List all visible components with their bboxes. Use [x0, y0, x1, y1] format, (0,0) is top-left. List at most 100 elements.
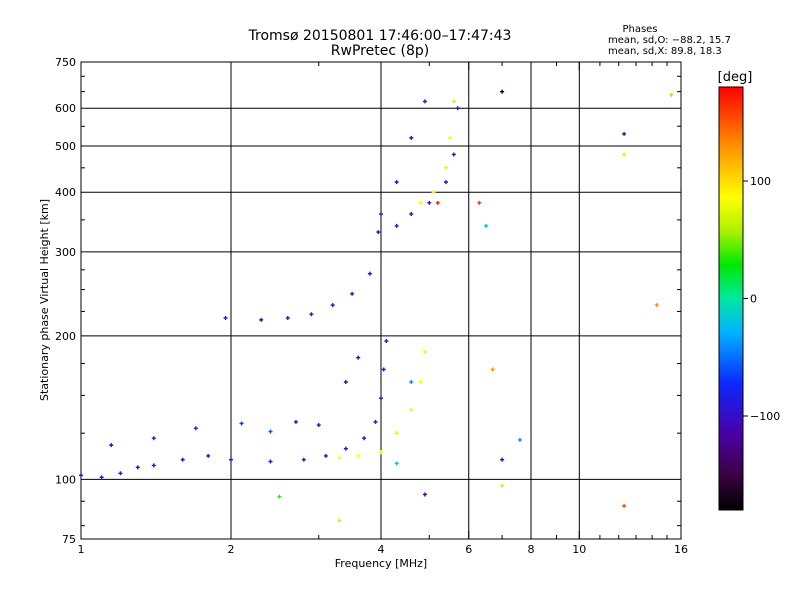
y-tick-label: 400 [55, 186, 76, 199]
chart-title: Tromsø 20150801 17:46:00–17:47:43 [248, 28, 512, 44]
data-point [443, 165, 448, 170]
data-point [517, 437, 522, 442]
data-point [309, 312, 314, 317]
colorbar [718, 86, 744, 511]
data-point [293, 419, 298, 424]
data-point [418, 200, 423, 205]
data-point [206, 453, 211, 458]
data-point [484, 223, 489, 228]
data-point [151, 463, 156, 468]
data-point [500, 483, 505, 488]
data-point [330, 303, 335, 308]
data-point [135, 465, 140, 470]
data-point [223, 315, 228, 320]
y-tick-labels: 75 100 200 300 400 500 600 750 [55, 56, 76, 546]
stats-heading: Phases [622, 24, 657, 35]
data-point [500, 89, 505, 94]
data-point [356, 453, 361, 458]
data-point [151, 436, 156, 441]
y-tick-label: 75 [62, 533, 76, 546]
x-tick-label: 8 [528, 543, 535, 556]
data-point [118, 471, 123, 476]
data-point [343, 446, 348, 451]
data-point [323, 453, 328, 458]
data-point [379, 396, 383, 401]
data-point [379, 212, 383, 217]
data-point [109, 443, 114, 448]
axis-ticks [80, 62, 682, 539]
y-tick-label: 600 [55, 102, 76, 115]
data-point [350, 291, 355, 296]
data-point [301, 457, 306, 462]
y-tick-label: 300 [55, 246, 76, 259]
data-point [376, 230, 381, 235]
data-point [362, 436, 367, 441]
data-point [356, 355, 361, 360]
data-point [337, 518, 342, 523]
colorbar-label: [deg] [718, 70, 753, 85]
stats-x-mode: mean, sd,X: 89.8, 18.3 [608, 46, 722, 57]
data-point [277, 494, 282, 499]
data-point [409, 380, 414, 385]
data-point [418, 380, 423, 385]
data-point [622, 131, 627, 136]
data-point [409, 407, 414, 412]
data-point [409, 135, 414, 140]
data-point [394, 223, 399, 228]
data-point [435, 200, 440, 205]
data-point [373, 419, 378, 424]
data-point [447, 135, 452, 140]
data-point [477, 200, 482, 205]
data-point [79, 473, 83, 478]
data-point [431, 190, 436, 195]
data-point [180, 457, 185, 462]
stats-o-mode: mean, sd,O: −88.2, 15.7 [608, 35, 731, 46]
data-point [193, 426, 198, 431]
data-point [427, 200, 432, 205]
data-point [259, 317, 264, 322]
data-point [394, 180, 399, 185]
colorbar-tick-label: −100 [750, 410, 780, 423]
data-point [343, 380, 348, 385]
colorbar-tick-label: 100 [750, 175, 771, 188]
grid-lines [80, 61, 682, 540]
data-point [422, 99, 427, 104]
data-point [451, 99, 456, 104]
data-point [381, 367, 386, 372]
data-point [337, 455, 342, 460]
data-point [239, 421, 244, 426]
x-tick-label: 1 [78, 543, 85, 556]
data-point [422, 492, 427, 497]
data-point [451, 152, 456, 157]
data-point [622, 152, 627, 157]
data-point [379, 450, 383, 455]
data-point [229, 457, 233, 462]
data-point [490, 367, 495, 372]
data-point [384, 339, 389, 344]
y-tick-label: 500 [55, 140, 76, 153]
data-point [394, 431, 399, 436]
data-point [669, 92, 674, 97]
x-tick-label: 4 [378, 543, 385, 556]
x-tick-labels: 1 2 4 6 8 10 16 [78, 543, 689, 556]
data-point [268, 459, 273, 464]
x-tick-label: 16 [674, 543, 688, 556]
data-point [99, 475, 104, 480]
data-point [367, 271, 372, 276]
data-point [316, 423, 321, 428]
data-point [455, 106, 460, 111]
y-tick-label: 100 [55, 473, 76, 486]
x-tick-label: 2 [228, 543, 235, 556]
data-point [654, 303, 659, 308]
colorbar-ticks: 100 0 −100 [743, 175, 780, 423]
data-point [422, 349, 427, 354]
chart-subtitle: RwPretec (8p) [331, 43, 429, 59]
x-axis-label: Frequency [MHz] [335, 557, 427, 570]
data-point [394, 461, 399, 466]
data-point [622, 503, 627, 508]
y-tick-label: 200 [55, 330, 76, 343]
data-point [268, 429, 273, 434]
y-tick-label: 750 [55, 56, 76, 69]
colorbar-tick-label: 0 [750, 293, 757, 306]
